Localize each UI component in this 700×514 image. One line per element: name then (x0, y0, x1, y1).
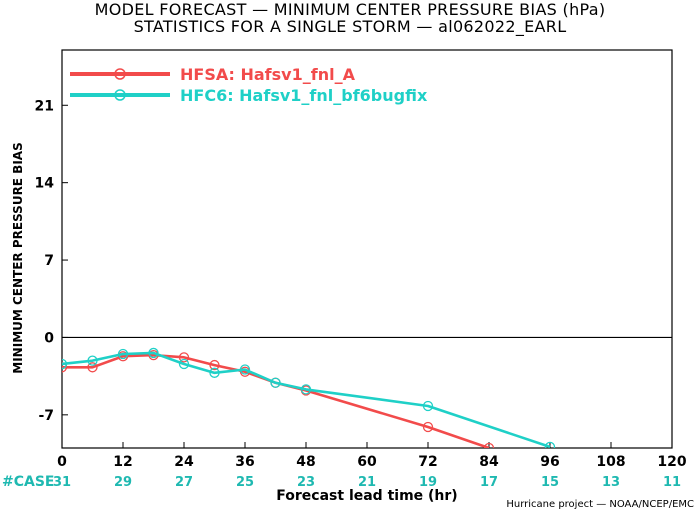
data-point (178, 352, 190, 363)
data-point (544, 441, 556, 448)
data-point (209, 367, 220, 378)
x-tick-label: 36 (235, 454, 254, 470)
y-axis: -7 0 7 14 21 (35, 98, 68, 424)
series-line (62, 353, 490, 448)
y-axis-label: MINIMUM CENTER PRESSURE BIAS (11, 142, 25, 373)
legend-label: HFSA: Hafsv1_fnl_A (180, 65, 356, 84)
data-point (62, 362, 68, 373)
data-point (117, 348, 129, 360)
series-layer (62, 347, 556, 448)
case-count: 29 (114, 475, 132, 490)
plot-frame (61, 49, 673, 449)
case-count: 15 (541, 475, 559, 490)
y-tick-label: 0 (44, 330, 54, 346)
case-label: #CASE (2, 474, 55, 490)
credit-text: Hurricane project — NOAA/NCEP/EMC (506, 499, 694, 510)
case-count: 17 (480, 475, 498, 490)
x-tick-label: 120 (657, 454, 686, 470)
data-point (422, 421, 434, 433)
x-axis-label: Forecast lead time (hr) (276, 488, 457, 504)
x-tick-label: 48 (296, 454, 315, 470)
legend-marker (114, 68, 126, 80)
y-tick-label: 21 (35, 98, 54, 114)
case-count: 31 (53, 475, 71, 490)
series-1 (62, 347, 556, 448)
x-tick-label: 60 (357, 454, 377, 470)
case-count: 25 (236, 475, 254, 490)
data-point (209, 359, 220, 371)
y-tick-label: 14 (35, 176, 55, 192)
data-point (178, 358, 190, 370)
case-count: 23 (297, 475, 315, 490)
chart-title: MODEL FORECAST — MINIMUM CENTER PRESSURE… (94, 0, 606, 19)
case-count: 21 (358, 475, 376, 490)
data-point (87, 362, 98, 373)
y-tick-label: -7 (38, 408, 54, 424)
y-tick-label: 7 (44, 253, 54, 269)
case-count: 11 (663, 475, 681, 490)
x-axis: 0 12 24 36 48 60 72 84 96 108 120 (57, 442, 687, 470)
legend-marker (114, 89, 126, 101)
series-line (62, 351, 551, 448)
x-tick-label: 12 (113, 454, 132, 470)
data-point (270, 377, 281, 388)
data-point (62, 358, 68, 370)
legend-label: HFC6: Hafsv1_fnl_bf6bugfix (180, 86, 428, 105)
x-tick-label: 96 (540, 454, 559, 470)
case-count: 19 (419, 475, 437, 490)
data-point (148, 347, 159, 359)
x-tick-label: 84 (479, 454, 499, 470)
data-point (87, 355, 98, 366)
data-point (483, 442, 495, 448)
x-tick-label: 72 (418, 454, 437, 470)
x-tick-label: 108 (596, 454, 625, 470)
case-count-row: #CASE 31 29 27 25 23 21 19 17 15 13 11 (2, 474, 681, 490)
data-point (300, 384, 312, 395)
case-count: 27 (175, 475, 193, 490)
data-point (239, 364, 251, 375)
data-point (422, 400, 434, 412)
x-tick-label: 24 (174, 454, 194, 470)
case-count: 13 (602, 475, 620, 490)
x-tick-label: 0 (57, 454, 67, 470)
legend: HFSA: Hafsv1_fnl_A HFC6: Hafsv1_fnl_bf6bu… (70, 65, 428, 105)
chart-subtitle: STATISTICS FOR A SINGLE STORM — al062022… (133, 17, 567, 36)
